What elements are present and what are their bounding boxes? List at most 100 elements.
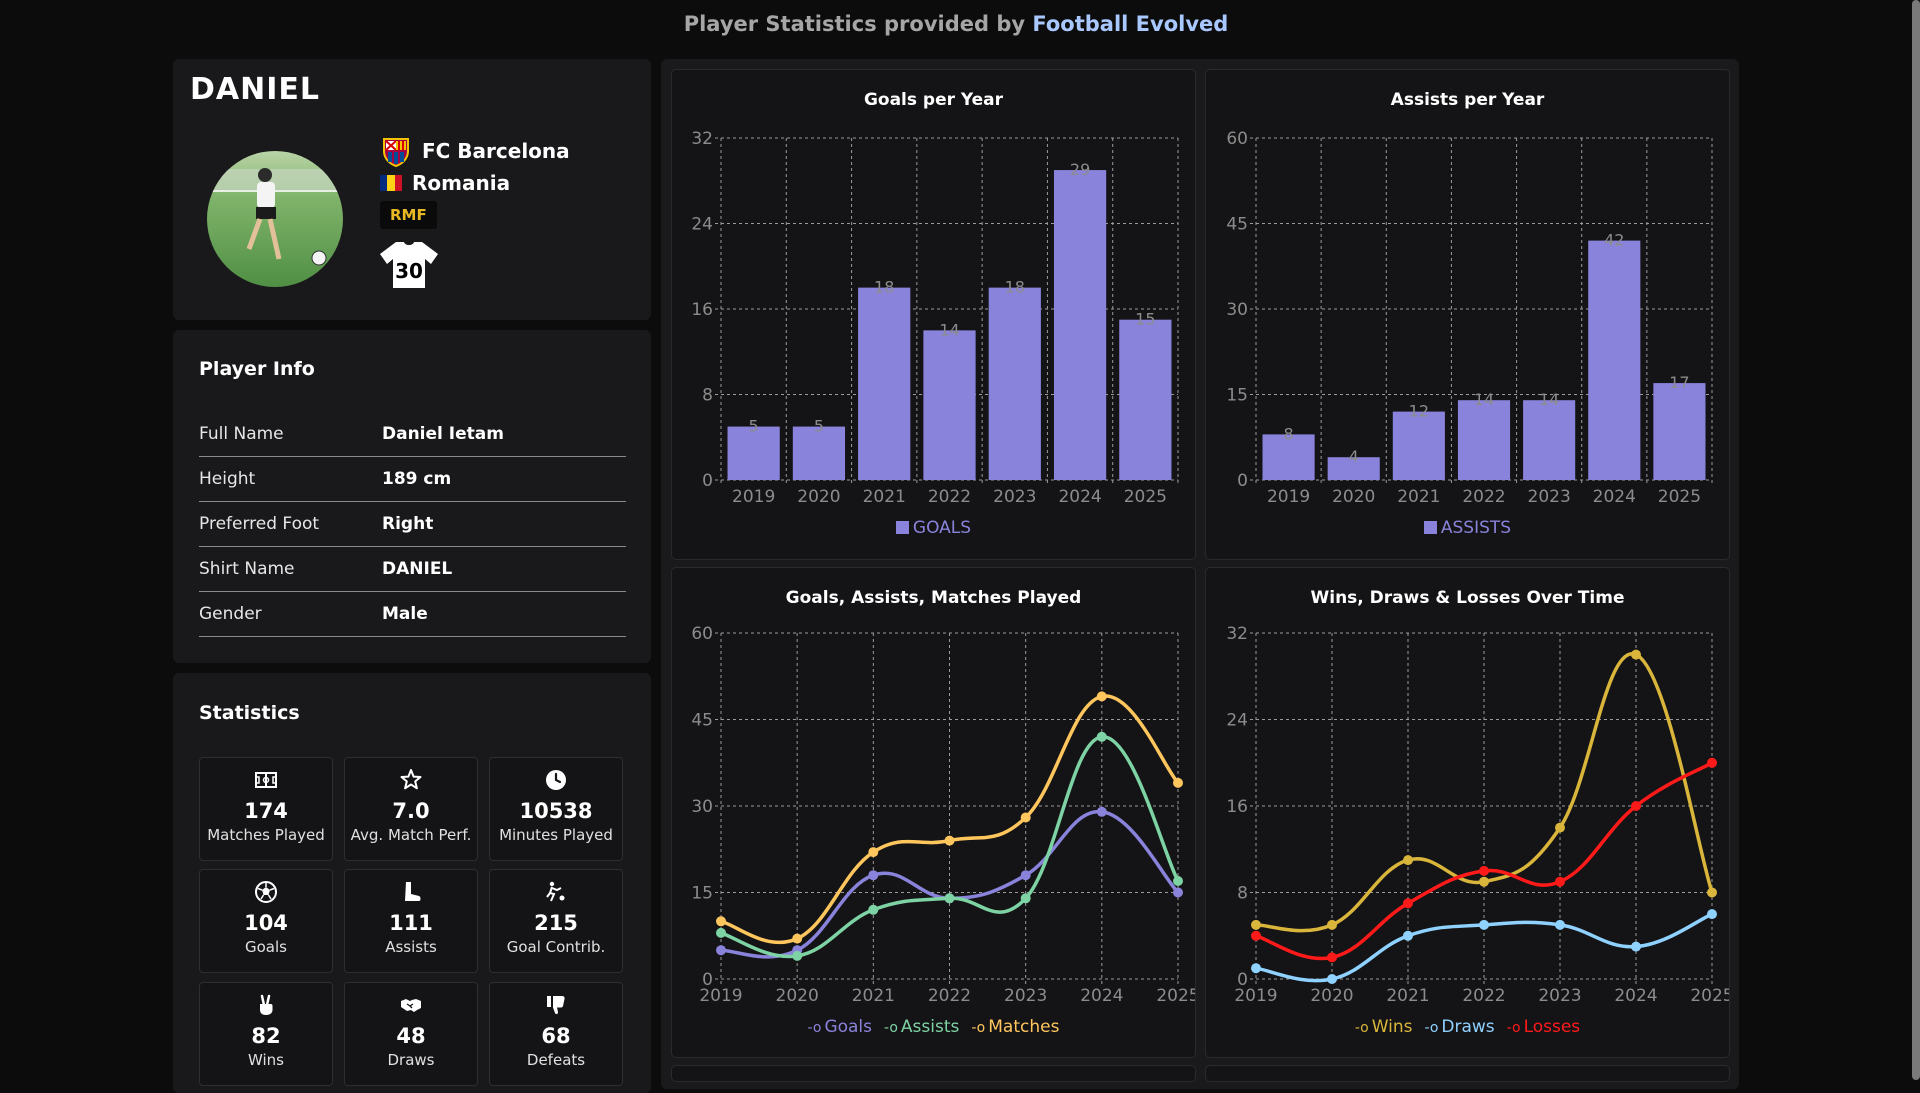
kick-icon (546, 881, 565, 902)
legend-marker: -o (884, 1020, 898, 1036)
point-wins-2025[interactable] (1707, 887, 1717, 898)
x-tick-label: 2022 (928, 487, 971, 507)
chart-legend: -o Goals -o Assists -o Matches (672, 1017, 1195, 1037)
point-losses-2020[interactable] (1327, 952, 1337, 963)
point-assists-2019[interactable] (716, 927, 726, 938)
chart-card-2: Assists per Year 0 15 30 45 60 2019 2020 2021 202… (1205, 69, 1730, 560)
point-goals-2021[interactable] (868, 870, 879, 881)
legend-label: Assists (900, 1017, 960, 1037)
bar-value-label: 8 (1283, 424, 1293, 443)
info-value: 189 cm (382, 469, 452, 489)
legend-item-matches[interactable]: -o Matches (971, 1017, 1059, 1037)
stat-value: 174 (244, 799, 288, 823)
point-goals-2023[interactable] (1020, 870, 1031, 881)
bar-2023[interactable] (988, 287, 1041, 480)
point-wins-2019[interactable] (1251, 919, 1261, 930)
point-draws-2022[interactable] (1479, 919, 1489, 930)
y-tick-label: 15 (1226, 386, 1248, 406)
bar-2024[interactable] (1053, 170, 1107, 480)
point-wins-2022[interactable] (1479, 876, 1489, 887)
bar-2022[interactable] (1457, 400, 1511, 480)
handshake-icon (401, 999, 421, 1012)
legend-item-draws[interactable]: -o Draws (1425, 1017, 1495, 1037)
clock-icon (546, 770, 566, 790)
x-tick-label: 2020 (797, 487, 840, 507)
bar-2024[interactable] (1588, 240, 1641, 480)
point-assists-2023[interactable] (1020, 893, 1031, 904)
point-draws-2021[interactable] (1403, 930, 1413, 941)
stat-value: 48 (396, 1024, 426, 1048)
point-draws-2020[interactable] (1327, 974, 1337, 984)
legend-item-assists[interactable]: -o Assists (884, 1017, 959, 1037)
point-assists-2024[interactable] (1096, 731, 1107, 742)
point-wins-2023[interactable] (1555, 822, 1565, 833)
stat-value: 111 (389, 911, 433, 935)
point-goals-2025[interactable] (1173, 887, 1183, 898)
bar-value-label: 14 (1539, 390, 1559, 409)
point-draws-2025[interactable] (1707, 909, 1717, 920)
stat-value: 82 (251, 1024, 281, 1048)
bar-2019[interactable] (1262, 434, 1315, 480)
chart-title: Assists per Year (1390, 90, 1545, 110)
point-losses-2025[interactable] (1707, 757, 1717, 768)
point-goals-2024[interactable] (1096, 806, 1107, 817)
bar-value-label: 17 (1669, 373, 1689, 392)
stat-label: Goals (245, 938, 287, 956)
x-tick-label: 2021 (852, 986, 895, 1006)
victory-hand-icon (260, 994, 273, 1015)
point-assists-2025[interactable] (1173, 876, 1183, 886)
bar-2025[interactable] (1653, 383, 1706, 480)
y-tick-label: 30 (691, 797, 713, 817)
bar-2021[interactable] (1392, 411, 1445, 480)
point-matches-2024[interactable] (1096, 691, 1107, 702)
point-matches-2021[interactable] (868, 847, 879, 858)
club-row: FC Barcelona (380, 135, 570, 167)
point-assists-2021[interactable] (868, 904, 879, 915)
info-value: Right (382, 514, 434, 534)
brand-link[interactable]: Football Evolved (1032, 12, 1229, 36)
legend-item-wins[interactable]: -o Wins (1355, 1017, 1413, 1037)
bar-2023[interactable] (1523, 400, 1576, 480)
legend-item-assists[interactable]: ASSISTS (1423, 518, 1511, 538)
y-tick-label: 16 (1226, 797, 1248, 817)
point-matches-2020[interactable] (792, 933, 803, 944)
bar-2022[interactable] (923, 330, 976, 480)
point-losses-2023[interactable] (1555, 876, 1565, 887)
scrollbar-thumb[interactable] (1912, 0, 1920, 1080)
point-matches-2022[interactable] (944, 835, 955, 846)
point-assists-2020[interactable] (792, 950, 803, 961)
point-losses-2019[interactable] (1251, 930, 1261, 941)
point-matches-2023[interactable] (1020, 812, 1031, 823)
point-losses-2022[interactable] (1479, 865, 1489, 876)
y-tick-label: 32 (1226, 624, 1248, 644)
point-losses-2021[interactable] (1403, 898, 1413, 909)
point-assists-2022[interactable] (944, 893, 955, 904)
bar-value-label: 15 (1135, 310, 1155, 329)
bar-2025[interactable] (1119, 319, 1172, 480)
info-row-gender: Gender Male (199, 592, 626, 637)
scrollbar[interactable] (1912, 0, 1920, 1080)
point-draws-2019[interactable] (1251, 963, 1261, 974)
point-draws-2024[interactable] (1631, 941, 1641, 952)
bar-2020[interactable] (792, 426, 846, 480)
point-goals-2019[interactable] (716, 945, 726, 956)
legend-item-losses[interactable]: -o Losses (1507, 1017, 1581, 1037)
y-tick-label: 8 (1237, 884, 1248, 904)
point-draws-2023[interactable] (1555, 919, 1565, 930)
point-wins-2021[interactable] (1403, 855, 1413, 866)
legend-item-goals[interactable]: -o Goals (808, 1017, 872, 1037)
player-info-title: Player Info (199, 358, 315, 380)
point-wins-2020[interactable] (1327, 919, 1337, 930)
bar-2019[interactable] (727, 426, 780, 480)
point-wins-2024[interactable] (1631, 649, 1641, 660)
info-label: Gender (199, 604, 262, 624)
bar-2021[interactable] (858, 287, 911, 480)
y-tick-label: 60 (1226, 129, 1248, 149)
point-matches-2025[interactable] (1173, 777, 1183, 788)
info-value: DANIEL (382, 559, 453, 579)
point-matches-2019[interactable] (716, 916, 726, 927)
point-losses-2024[interactable] (1631, 801, 1641, 811)
legend-item-goals[interactable]: GOALS (895, 518, 971, 538)
bar-2020[interactable] (1327, 457, 1380, 480)
x-tick-label: 2020 (776, 986, 819, 1006)
